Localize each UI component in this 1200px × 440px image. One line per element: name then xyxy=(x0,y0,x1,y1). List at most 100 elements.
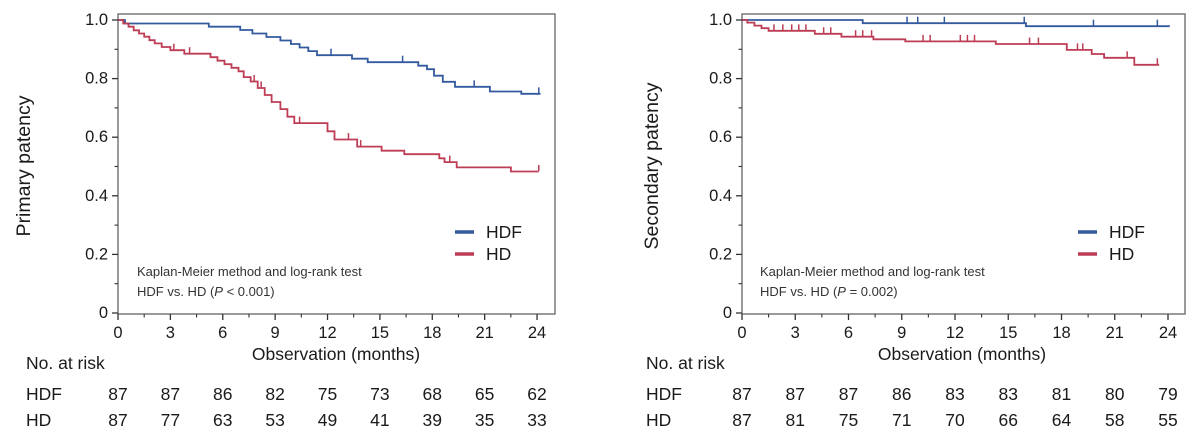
plot-border xyxy=(741,13,1186,315)
risk-value-hd: 41 xyxy=(370,410,389,430)
risk-value-hdf: 79 xyxy=(1158,384,1177,404)
x-tick-label: 15 xyxy=(371,324,389,342)
x-axis-title: Observation (months) xyxy=(252,344,420,364)
y-tick-label: 0.6 xyxy=(709,128,732,146)
risk-value-hdf: 65 xyxy=(475,384,494,404)
risk-row-label-hdf: HDF xyxy=(646,384,682,404)
risk-value-hd: 70 xyxy=(945,410,965,430)
y-tick-label: 0.2 xyxy=(85,245,108,263)
risk-value-hdf: 82 xyxy=(265,384,284,404)
x-tick-label: 12 xyxy=(946,324,964,342)
risk-value-hd: 33 xyxy=(527,410,546,430)
legend: HDF HD xyxy=(1078,222,1145,264)
km-curve-hd xyxy=(118,19,539,173)
plot-frame xyxy=(117,13,556,315)
y-tick-label: 0.4 xyxy=(709,187,732,205)
survival-curves xyxy=(742,16,1170,66)
risk-value-hdf: 62 xyxy=(527,384,546,404)
risk-values: 87 87 86 82 75 73 68 65 62 87 77 63 53 49 41 39 35 33 xyxy=(108,384,547,430)
legend-label-hdf: HDF xyxy=(1109,222,1145,242)
risk-value-hd: 58 xyxy=(1105,410,1124,430)
y-axis-title: Secondary patency xyxy=(641,82,663,249)
x-tick-label: 3 xyxy=(791,324,800,342)
x-tick-label: 18 xyxy=(1052,324,1070,342)
x-tick-label: 24 xyxy=(528,324,546,342)
risk-table-title: No. at risk xyxy=(646,353,725,373)
x-tick-label: 21 xyxy=(475,324,493,342)
risk-value-hd: 75 xyxy=(839,410,858,430)
risk-value-hdf: 86 xyxy=(892,384,911,404)
x-tick-label: 6 xyxy=(844,324,853,342)
x-tick-label: 3 xyxy=(166,324,175,342)
y-tick-label: 1.0 xyxy=(709,11,732,29)
risk-value-hdf: 83 xyxy=(945,384,964,404)
legend-label-hd: HD xyxy=(486,244,511,264)
risk-row-label-hdf: HDF xyxy=(26,384,62,404)
stats-annotation-line2: HDF vs. HD (P = 0.002) xyxy=(760,284,898,299)
y-tick-label: 0 xyxy=(99,304,108,322)
risk-value-hd: 55 xyxy=(1158,410,1177,430)
axis-ticks: 1.0 0.8 0.6 0.4 0.2 00 3 6 9 12 15 18 21 24 xyxy=(709,11,1177,342)
risk-table-title: No. at risk xyxy=(26,353,105,373)
km-chart-secondary-patency: 1.0 0.8 0.6 0.4 0.2 00 3 6 9 12 15 18 21 24 Secondary… xyxy=(641,11,1186,430)
legend: HDF HD xyxy=(455,222,522,264)
km-curve-hdf xyxy=(118,19,541,95)
risk-value-hd: 63 xyxy=(213,410,232,430)
x-tick-label: 12 xyxy=(318,324,336,342)
risk-value-hd: 77 xyxy=(161,410,180,430)
stats-annotation-line1: Kaplan-Meier method and log-rank test xyxy=(760,264,985,279)
risk-value-hdf: 80 xyxy=(1105,384,1125,404)
risk-values: 87 87 87 86 83 83 81 80 79 87 81 75 71 70 66 64 58 55 xyxy=(732,384,1177,430)
y-axis-title: Primary patency xyxy=(13,95,35,236)
risk-value-hdf: 81 xyxy=(1052,384,1071,404)
legend-label-hd: HD xyxy=(1109,244,1134,264)
km-chart-primary-patency: 1.0 0.8 0.6 0.4 0.2 00 3 6 9 12 15 18 21 24 Primary p… xyxy=(13,11,556,430)
plot-frame xyxy=(741,13,1186,315)
risk-row-label-hd: HD xyxy=(646,410,671,430)
risk-value-hdf: 83 xyxy=(999,384,1018,404)
risk-value-hd: 64 xyxy=(1052,410,1072,430)
x-tick-label: 15 xyxy=(999,324,1017,342)
risk-value-hdf: 87 xyxy=(108,384,127,404)
risk-value-hd: 87 xyxy=(732,410,751,430)
risk-value-hdf: 68 xyxy=(423,384,442,404)
risk-value-hdf: 87 xyxy=(786,384,805,404)
risk-value-hd: 53 xyxy=(265,410,284,430)
x-tick-label: 18 xyxy=(423,324,441,342)
risk-value-hd: 66 xyxy=(999,410,1018,430)
risk-value-hdf: 86 xyxy=(213,384,232,404)
legend-label-hdf: HDF xyxy=(486,222,522,242)
y-tick-label: 0 xyxy=(723,304,732,322)
risk-table: No. at risk HDF HD 87 87 86 82 75 73 68 65 62 87 7… xyxy=(26,353,547,430)
risk-value-hdf: 73 xyxy=(370,384,389,404)
y-tick-label: 0.2 xyxy=(709,245,732,263)
x-tick-label: 6 xyxy=(218,324,227,342)
risk-value-hdf: 75 xyxy=(318,384,337,404)
x-tick-label: 9 xyxy=(271,324,280,342)
risk-value-hd: 71 xyxy=(892,410,911,430)
x-tick-label: 24 xyxy=(1159,324,1177,342)
y-tick-label: 1.0 xyxy=(85,11,108,29)
y-tick-label: 0.4 xyxy=(85,187,108,205)
risk-value-hdf: 87 xyxy=(732,384,751,404)
y-tick-label: 0.6 xyxy=(85,128,108,146)
survival-curves xyxy=(118,19,541,173)
km-curve-hdf xyxy=(742,19,1170,28)
axis-ticks: 1.0 0.8 0.6 0.4 0.2 00 3 6 9 12 15 18 21 24 xyxy=(85,11,546,342)
risk-value-hdf: 87 xyxy=(839,384,858,404)
risk-value-hd: 49 xyxy=(318,410,337,430)
risk-value-hd: 87 xyxy=(108,410,127,430)
x-tick-label: 9 xyxy=(897,324,906,342)
stats-annotation-line2: HDF vs. HD (P < 0.001) xyxy=(137,284,275,299)
km-curve-hd xyxy=(742,19,1160,66)
plot-border xyxy=(117,13,556,315)
x-axis-title: Observation (months) xyxy=(878,344,1046,364)
y-tick-label: 0.8 xyxy=(709,70,732,88)
risk-row-label-hd: HD xyxy=(26,410,51,430)
risk-value-hd: 39 xyxy=(423,410,442,430)
risk-value-hd: 81 xyxy=(786,410,805,430)
x-tick-label: 0 xyxy=(113,324,122,342)
risk-value-hdf: 87 xyxy=(161,384,180,404)
